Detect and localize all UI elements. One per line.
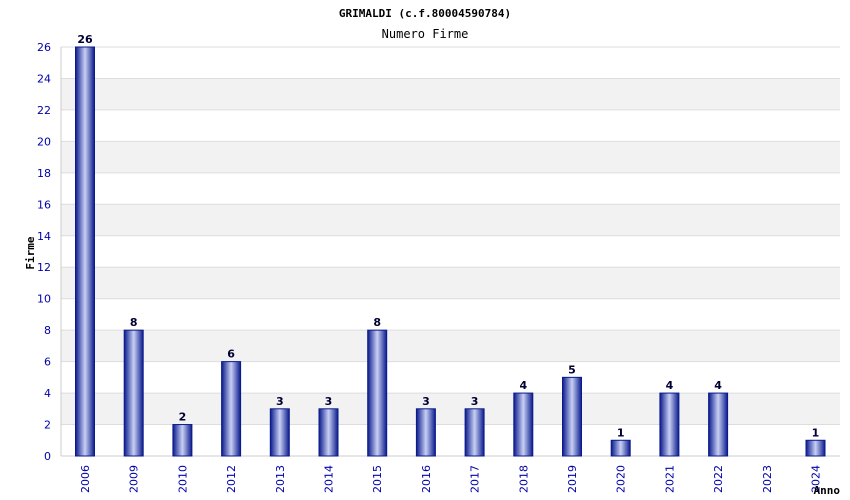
x-tick-label: 2006	[79, 465, 92, 493]
bar-2006	[75, 46, 95, 457]
chart-title: GRIMALDI (c.f.80004590784)	[339, 7, 511, 20]
x-tick-label: 2013	[274, 465, 287, 493]
y-tick-label: 24	[37, 72, 51, 85]
x-tick-label: 2010	[176, 465, 189, 493]
x-tick-label: 2019	[566, 465, 579, 493]
value-label-2020: 1	[617, 426, 625, 439]
y-tick-label: 20	[37, 135, 51, 148]
bar-2009	[123, 329, 144, 457]
grid-band	[61, 330, 840, 362]
grid-band	[61, 47, 840, 79]
x-tick-label: 2022	[712, 465, 725, 493]
bar-2018	[513, 392, 534, 457]
grid-band	[61, 235, 840, 268]
bar-2014	[318, 408, 339, 457]
bar-2017	[464, 408, 485, 457]
bar-2022	[708, 392, 729, 457]
value-label-2024: 1	[812, 426, 820, 439]
value-label-2018: 4	[519, 379, 527, 392]
grid-band	[61, 109, 840, 142]
x-tick-label: 2017	[469, 465, 482, 493]
x-axis-label: Anno	[814, 484, 841, 497]
y-tick-label: 12	[37, 261, 51, 274]
y-tick-label: 6	[44, 356, 51, 369]
y-axis-label: Firme	[24, 236, 37, 269]
value-label-2015: 8	[373, 316, 381, 329]
y-tick-label: 16	[37, 198, 51, 211]
value-label-2022: 4	[714, 379, 722, 392]
grid-band	[61, 267, 840, 299]
y-tick-label: 10	[37, 293, 51, 306]
value-label-2010: 2	[179, 411, 187, 424]
x-tick-label: 2009	[128, 465, 141, 493]
x-tick-label: 2014	[323, 465, 336, 493]
grid-band	[61, 141, 840, 173]
value-label-2017: 3	[471, 395, 479, 408]
value-label-2014: 3	[325, 395, 333, 408]
x-tick-label: 2023	[761, 465, 774, 493]
grid-band	[61, 204, 840, 236]
y-tick-label: 26	[37, 41, 51, 54]
y-tick-label: 0	[44, 450, 51, 463]
x-axis-ticks: 2006 2009 2010 2012 2013 2014 2015 2016 2017 2018…	[79, 465, 823, 493]
grid-band	[61, 361, 840, 394]
value-label-2012: 6	[227, 348, 235, 361]
bar-2021	[659, 392, 680, 457]
x-tick-label: 2018	[517, 465, 530, 493]
value-label-2009: 8	[130, 316, 138, 329]
bar-2024	[805, 439, 826, 457]
y-tick-label: 8	[44, 324, 51, 337]
value-label-2006: 26	[77, 33, 93, 46]
y-tick-label: 14	[37, 230, 51, 243]
bar-2019	[562, 376, 582, 457]
y-tick-label: 4	[44, 387, 51, 400]
bar-2015	[367, 329, 388, 457]
bar-2016	[415, 408, 436, 457]
bar-2010	[172, 424, 193, 457]
chart-subtitle: Numero Firme	[382, 27, 469, 41]
value-label-2021: 4	[666, 379, 674, 392]
y-tick-label: 2	[44, 419, 51, 432]
bar-2013	[269, 408, 290, 457]
grid-band	[61, 78, 840, 110]
value-label-2013: 3	[276, 395, 284, 408]
bar-2012	[221, 361, 242, 457]
x-tick-label: 2012	[225, 465, 238, 493]
y-tick-label: 18	[37, 167, 51, 180]
value-label-2019: 5	[568, 363, 576, 376]
x-tick-label: 2024	[810, 465, 823, 493]
grid-band	[61, 298, 840, 331]
x-tick-label: 2015	[371, 465, 384, 493]
x-tick-label: 2016	[420, 465, 433, 493]
bar-2020	[610, 439, 631, 457]
grid-band	[61, 172, 840, 205]
value-label-2016: 3	[422, 395, 430, 408]
x-tick-label: 2020	[615, 465, 628, 493]
y-tick-label: 22	[37, 104, 51, 117]
x-tick-label: 2021	[663, 465, 676, 493]
